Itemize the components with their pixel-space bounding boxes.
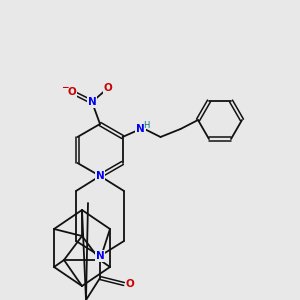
Text: H: H — [143, 121, 150, 130]
Text: N: N — [96, 251, 104, 261]
Text: N: N — [88, 97, 96, 107]
Text: N: N — [136, 124, 145, 134]
Text: O: O — [103, 83, 112, 93]
Text: O: O — [68, 87, 76, 97]
Text: −: − — [61, 83, 69, 92]
Text: N: N — [96, 171, 104, 181]
Text: O: O — [126, 279, 134, 289]
